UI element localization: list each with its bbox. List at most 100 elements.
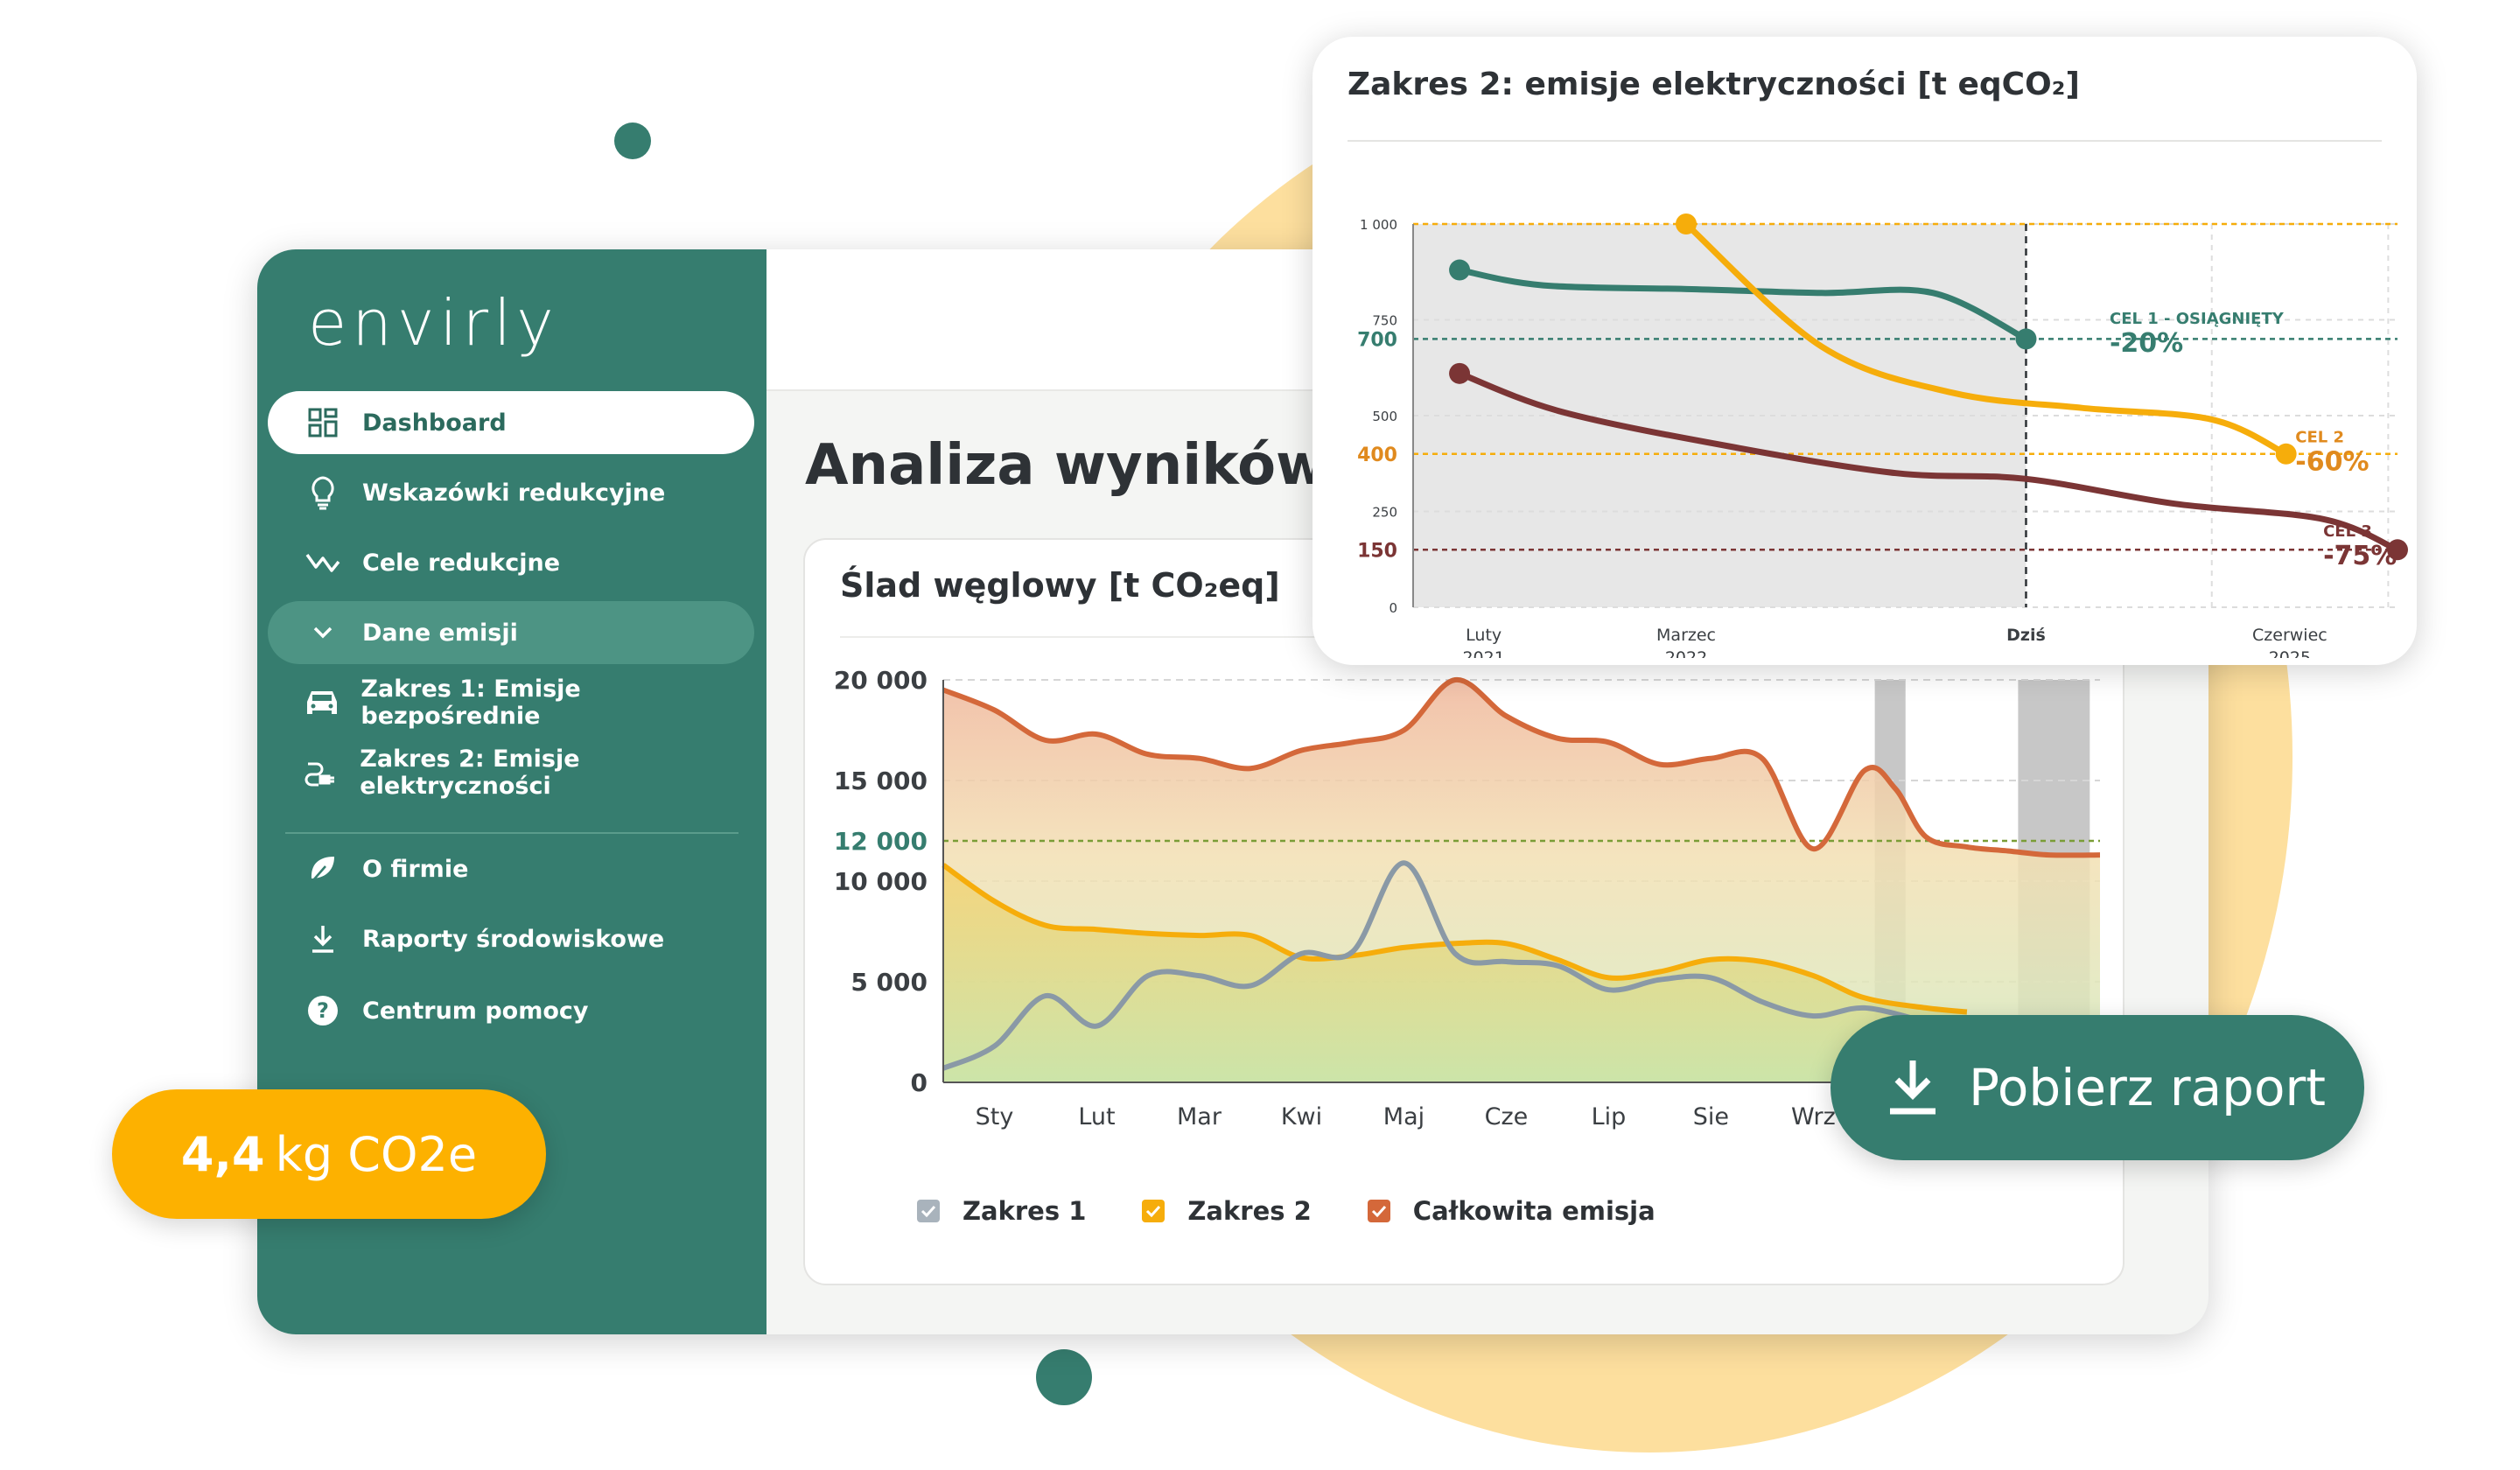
sidebar-item-raporty[interactable]: Raporty środowiskowe xyxy=(268,907,754,970)
y-tick-label: 0 xyxy=(1389,600,1397,616)
x-tick-label: Maj xyxy=(1383,1103,1424,1130)
legend-item-calkowita-emisja[interactable]: Całkowita emisja xyxy=(1367,1196,1656,1226)
co2-badge: 4,4 kg CO2e xyxy=(112,1089,546,1219)
scope1-line xyxy=(942,860,1927,1071)
sidebar: envirly Dashboard Wskazówki redukcyjne C… xyxy=(257,249,766,1334)
co2-unit: kg CO2e xyxy=(275,1126,478,1182)
y-tick-label: 250 xyxy=(1372,505,1397,521)
download-icon xyxy=(1890,1060,1936,1115)
brand-logo: envirly xyxy=(308,286,559,360)
y-tick-label: 0 xyxy=(911,1068,928,1097)
target-label: CEL 1 - OSIĄGNIĘTY xyxy=(2110,310,2285,328)
x-tick-label: 2022 xyxy=(1665,648,1707,658)
download-report-label: Pobierz raport xyxy=(1969,1058,2327,1117)
data-point-marker xyxy=(2275,443,2297,465)
legend-label: Całkowita emisja xyxy=(1412,1196,1656,1226)
sidebar-item-label: Centrum pomocy xyxy=(362,997,589,1025)
plug-icon xyxy=(303,752,340,793)
leaf-icon xyxy=(303,849,343,889)
data-point-marker xyxy=(1449,259,1471,281)
sidebar-item-label: Zakres 2: Emisje elektryczności xyxy=(360,746,580,800)
scope2-chart-card: Zakres 2: emisje elektryczności [t eqCO₂… xyxy=(1312,37,2417,665)
help-circle-icon: ? xyxy=(303,990,343,1031)
legend-label: Zakres 1 xyxy=(962,1196,1087,1226)
x-tick-label: Wrz xyxy=(1791,1103,1836,1130)
legend-item-zakres-1[interactable]: Zakres 1 xyxy=(917,1196,1086,1226)
x-tick-label: Kwi xyxy=(1281,1103,1322,1130)
y-tick-label: 10 000 xyxy=(834,867,928,896)
target-label: CEL 2 xyxy=(2295,429,2344,447)
legend-label: Zakres 2 xyxy=(1187,1196,1312,1226)
total-emission-line xyxy=(942,676,2101,858)
y-tick-label: 20 000 xyxy=(834,666,928,695)
target-label: CEL 3 xyxy=(2323,522,2372,541)
dashboard-grid-icon xyxy=(303,402,343,443)
y-tick-label: 750 xyxy=(1372,313,1397,329)
series-line xyxy=(1458,370,2399,553)
sidebar-item-label: Cele redukcjne xyxy=(362,549,561,577)
sidebar-item-o-firmie[interactable]: O firmie xyxy=(268,837,754,900)
sidebar-item-zakres1[interactable]: Zakres 1: Emisje bezpośrednie xyxy=(268,671,754,734)
y-tick-label: 500 xyxy=(1372,409,1397,424)
legend-item-zakres-2[interactable]: Zakres 2 xyxy=(1142,1196,1312,1226)
scope2-area xyxy=(943,864,1967,1082)
carbon-footprint-chart: 20 000 15 000 10 000 5 000 0 12 000 Sty Lut Mar K… xyxy=(834,666,2101,1130)
co2-value: 4,4 xyxy=(180,1126,265,1182)
reference-label: 400 xyxy=(1357,444,1397,466)
checkbox-checked-icon xyxy=(917,1200,940,1222)
checkbox-checked-icon xyxy=(1367,1200,1390,1222)
reference-label: 150 xyxy=(1357,540,1397,562)
decorative-dot xyxy=(614,122,651,159)
x-tick-label: Czerwiec xyxy=(2252,626,2328,645)
data-point-marker xyxy=(2015,328,2037,350)
x-tick-label: Marzec xyxy=(1656,626,1716,645)
scope2-chart: 1 000 750 500 250 0 700 400 150 Luty 2021 Marzec 20… xyxy=(1357,214,2408,658)
series-line xyxy=(1684,221,2288,457)
sidebar-divider xyxy=(285,832,738,834)
sidebar-item-label: Wskazówki redukcyjne xyxy=(362,479,666,507)
chevron-down-icon xyxy=(303,612,343,653)
chart-legend: Zakres 1 Zakres 2 Całkowita emisja xyxy=(917,1196,1712,1226)
x-tick-label: Mar xyxy=(1177,1103,1222,1130)
car-icon xyxy=(303,682,341,723)
decorative-dot xyxy=(1036,1349,1092,1405)
sidebar-item-label: Dashboard xyxy=(362,409,507,437)
x-tick-label: Cze xyxy=(1485,1103,1529,1130)
y-tick-label: 5 000 xyxy=(850,968,928,997)
page-title: Analiza wyników e xyxy=(805,433,1385,498)
target-value: -75% xyxy=(2323,541,2397,571)
checkbox-checked-icon xyxy=(1142,1200,1166,1222)
reference-label: 12 000 xyxy=(834,827,928,856)
target-value: -20% xyxy=(2110,328,2183,359)
download-icon xyxy=(303,919,343,959)
sidebar-item-cele[interactable]: Cele redukcjne xyxy=(268,531,754,594)
scope2-chart-title: Zakres 2: emisje elektryczności [t eqCO₂… xyxy=(1348,66,2080,102)
x-tick-label: 2021 xyxy=(1462,648,1504,658)
x-tick-label: Sie xyxy=(1693,1103,1729,1130)
data-point-marker xyxy=(1449,362,1471,384)
data-point-marker xyxy=(2387,539,2408,561)
y-tick-label: 15 000 xyxy=(834,766,928,795)
sidebar-item-centrum-pomocy[interactable]: ? Centrum pomocy xyxy=(268,979,754,1042)
data-point-marker xyxy=(1676,214,1698,234)
scope2-line xyxy=(942,863,1968,1015)
chart-title: Ślad węglowy [t CO₂eq] xyxy=(840,566,1280,605)
target-value: -60% xyxy=(2295,447,2369,478)
trend-zigzag-icon xyxy=(303,542,343,583)
sidebar-item-wskazowki[interactable]: Wskazówki redukcyjne xyxy=(268,461,754,524)
download-report-button[interactable]: Pobierz raport xyxy=(1830,1015,2364,1160)
sidebar-item-dane-emisji[interactable]: Dane emisji xyxy=(268,601,754,664)
card-divider xyxy=(1348,140,2382,142)
sidebar-item-label: Zakres 1: Emisje bezpośrednie xyxy=(360,676,581,730)
sidebar-item-label: Raporty środowiskowe xyxy=(362,925,665,953)
reference-label: 700 xyxy=(1357,329,1397,351)
svg-text:?: ? xyxy=(317,998,329,1023)
sidebar-item-label: O firmie xyxy=(362,855,469,883)
x-tick-label: Lut xyxy=(1078,1103,1115,1130)
sidebar-item-label: Dane emisji xyxy=(362,619,518,647)
x-tick-label: 2025 xyxy=(2269,648,2311,658)
x-tick-label: Lip xyxy=(1592,1103,1627,1130)
sidebar-item-zakres2[interactable]: Zakres 2: Emisje elektryczności xyxy=(268,741,754,804)
y-tick-label: 1 000 xyxy=(1360,217,1397,233)
sidebar-item-dashboard[interactable]: Dashboard xyxy=(268,391,754,454)
